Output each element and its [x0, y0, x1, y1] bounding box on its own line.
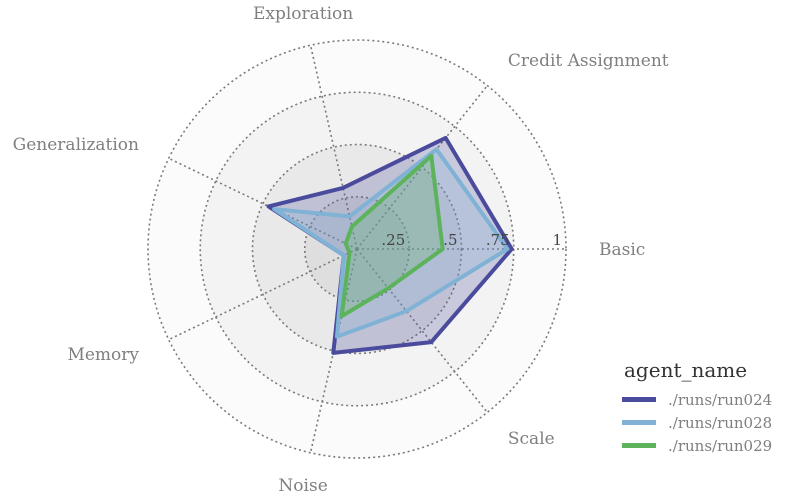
legend-label-run024: ./runs/run024: [668, 390, 773, 409]
axis-label-credit-assignment: Credit Assignment: [508, 51, 669, 71]
legend-item-run028: ./runs/run028: [622, 411, 772, 434]
series-runs-run028: [272, 147, 510, 339]
grid-circle: [199, 91, 515, 407]
tick-label-25: .25: [381, 231, 405, 249]
tick-label-5: .5: [443, 231, 457, 249]
axis-label-scale: Scale: [508, 429, 555, 449]
legend-item-run024: ./runs/run024: [622, 388, 772, 411]
axis-label-memory: Memory: [67, 345, 139, 365]
tick-label-75: .75: [486, 231, 510, 249]
axis-label-generalization: Generalization: [13, 135, 139, 155]
grid-circle: [147, 39, 567, 459]
legend-swatch-run029: [622, 443, 656, 448]
axis-label-noise: Noise: [278, 476, 327, 496]
grid-circle: [251, 143, 463, 355]
axis-label-basic: Basic: [599, 240, 645, 260]
legend-swatch-run024: [622, 397, 656, 402]
legend-title: agent_name: [624, 358, 748, 382]
legend-label-run029: ./runs/run029: [668, 436, 773, 455]
series-runs-run029: [339, 153, 445, 319]
legend-label-run028: ./runs/run028: [668, 413, 773, 432]
grid-circle: [303, 195, 411, 303]
legend-swatch-run028: [622, 420, 656, 425]
tick-label-1: 1: [552, 231, 562, 249]
legend: agent_name ./runs/run024 ./runs/run028 .…: [622, 358, 772, 457]
axis-label-exploration: Exploration: [253, 4, 353, 24]
legend-item-run029: ./runs/run029: [622, 434, 772, 457]
